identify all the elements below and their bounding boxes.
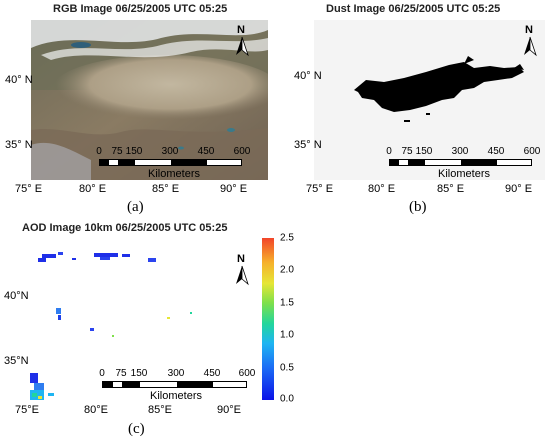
aod-colorbar: 2.5 2.0 1.5 1.0 0.5 0.0 — [262, 233, 302, 405]
panel-b-lon-label: 80° E — [368, 183, 396, 195]
scale-tick: 300 — [167, 368, 185, 379]
scale-tick: 300 — [451, 146, 469, 157]
panel-a-caption: (a) — [127, 199, 144, 215]
panel-a-lon-label: 75° E — [15, 183, 43, 195]
scale-bar-graphic — [102, 381, 247, 388]
scale-tick: 150 — [125, 146, 143, 157]
scale-bar: 0 75 150 300 450 600 Kilometers — [94, 146, 254, 180]
scale-tick: 450 — [203, 368, 221, 379]
panel-b-lon-label: 75° E — [306, 183, 334, 195]
panel-b-title: Dust Image 06/25/2005 UTC 05:25 — [326, 3, 501, 15]
scale-tick: 300 — [161, 146, 179, 157]
north-label: N — [525, 24, 533, 36]
north-arrow-icon: N — [233, 24, 251, 57]
scale-tick: 75 — [401, 146, 413, 157]
colorbar-tick: 0.5 — [280, 362, 294, 374]
panel-b-lon-label: 90° E — [505, 183, 533, 195]
scale-bar-graphic — [389, 159, 532, 166]
dust-mask-image — [314, 20, 545, 180]
panel-a-lat-label: 40° N — [5, 74, 33, 86]
panel-c-caption: (c) — [128, 421, 145, 437]
scale-bar: 0 75 150 300 450 600 Kilometers — [96, 368, 256, 402]
scale-tick: 75 — [115, 368, 127, 379]
colorbar-tick: 1.5 — [280, 297, 294, 309]
panel-a-lat-label: 35° N — [5, 139, 33, 151]
panel-c-lat-label: 35°N — [4, 355, 29, 367]
scale-tick: 0 — [99, 368, 105, 379]
panel-b-lon-label: 85° E — [437, 183, 465, 195]
rgb-satellite-image — [31, 20, 268, 180]
scale-unit: Kilometers — [150, 390, 202, 402]
colorbar-gradient — [262, 238, 274, 400]
panel-b-lat-label: 40° N — [294, 70, 322, 82]
panel-c-lat-label: 40°N — [4, 290, 29, 302]
panel-c-lon-label: 85°E — [148, 404, 172, 416]
scale-tick: 600 — [523, 146, 541, 157]
colorbar-tick: 2.5 — [280, 232, 294, 244]
panel-a-title: RGB Image 06/25/2005 UTC 05:25 — [53, 3, 228, 15]
scale-tick: 450 — [197, 146, 215, 157]
scale-tick: 600 — [233, 146, 251, 157]
panel-a-lon-label: 80° E — [79, 183, 107, 195]
panel-b-caption: (b) — [409, 199, 427, 215]
panel-c-lon-label: 75°E — [15, 404, 39, 416]
scale-unit: Kilometers — [438, 168, 490, 180]
scale-tick: 75 — [111, 146, 123, 157]
scale-tick: 150 — [130, 368, 148, 379]
panel-c-lon-label: 80°E — [84, 404, 108, 416]
panel-c-lon-label: 90°E — [217, 404, 241, 416]
panel-a-lon-label: 85° E — [152, 183, 180, 195]
panel-b-lat-label: 35° N — [294, 139, 322, 151]
scale-bar: 0 75 150 300 450 600 Kilometers — [384, 146, 544, 180]
aod-map-image — [30, 240, 258, 400]
scale-tick: 600 — [238, 368, 256, 379]
scale-unit: Kilometers — [148, 168, 200, 180]
scale-tick: 0 — [386, 146, 392, 157]
scale-tick: 0 — [96, 146, 102, 157]
panel-a-lon-label: 90° E — [220, 183, 248, 195]
colorbar-tick: 2.0 — [280, 264, 294, 276]
scale-tick: 150 — [415, 146, 433, 157]
north-arrow-icon: N — [521, 24, 539, 57]
north-label: N — [237, 24, 245, 36]
north-arrow-icon: N — [233, 253, 251, 286]
colorbar-tick: 0.0 — [280, 393, 294, 405]
scale-tick: 450 — [487, 146, 505, 157]
north-label: N — [237, 253, 245, 265]
colorbar-tick: 1.0 — [280, 329, 294, 341]
scale-bar-graphic — [99, 159, 242, 166]
panel-c-title: AOD Image 10km 06/25/2005 UTC 05:25 — [22, 222, 228, 234]
